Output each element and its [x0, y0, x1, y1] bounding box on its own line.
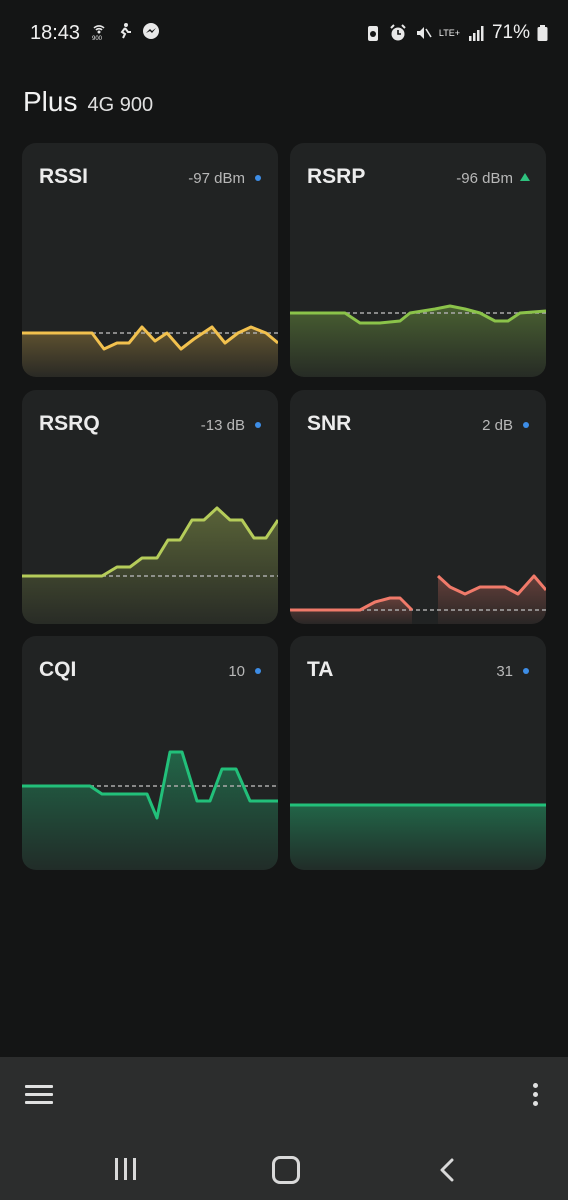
alarm-icon	[390, 24, 406, 41]
card-value: -96 dBm	[456, 170, 513, 187]
cqi-card[interactable]: CQI 10	[22, 636, 278, 870]
card-title: CQI	[39, 658, 77, 681]
ta-card[interactable]: TA 31	[290, 636, 546, 870]
card-title: RSRQ	[39, 412, 100, 435]
svg-text:900: 900	[92, 36, 103, 40]
recent-apps-icon[interactable]	[113, 1158, 139, 1180]
trend-up-icon	[520, 173, 530, 181]
mute-icon	[416, 27, 432, 39]
status-bar: 18:43 900 LTE+ 71%	[0, 0, 568, 70]
bottom-app-bar	[0, 1057, 568, 1131]
more-vert-icon[interactable]	[530, 1083, 540, 1109]
card-value: -13 dB	[200, 417, 245, 434]
rssi-chart	[22, 325, 278, 377]
card-value: 31	[496, 663, 513, 680]
fitness-icon	[120, 23, 131, 39]
signal-icon	[468, 26, 484, 41]
status-time: 18:43	[30, 22, 81, 44]
messenger-icon	[143, 23, 159, 39]
card-value: 2 dB	[482, 417, 513, 434]
rsrp-card[interactable]: RSRP -96 dBm	[290, 143, 546, 377]
status-dot	[255, 175, 261, 181]
menu-icon[interactable]	[25, 1085, 53, 1105]
rssi-card[interactable]: RSSI -97 dBm	[22, 143, 278, 377]
card-title: RSSI	[39, 165, 89, 188]
card-value: 10	[228, 663, 245, 680]
card-title: SNR	[307, 412, 352, 435]
battery-percent: 71%	[491, 22, 530, 43]
ta-chart	[290, 803, 546, 870]
operator-name: Plus	[23, 86, 78, 117]
rsrq-chart	[22, 506, 278, 624]
battery-saver-icon	[367, 26, 378, 41]
status-dot	[255, 668, 261, 674]
back-icon[interactable]	[438, 1158, 458, 1182]
snr-card[interactable]: SNR 2 dB	[290, 390, 546, 624]
battery-icon	[537, 25, 548, 41]
cqi-chart	[22, 750, 278, 870]
system-nav-bar	[0, 1131, 568, 1200]
page-title: Plus 4G 900	[23, 86, 153, 118]
rsrp-chart	[290, 304, 546, 377]
card-value: -97 dBm	[188, 170, 245, 187]
hotspot-icon: 900	[92, 25, 105, 40]
status-dot	[523, 668, 529, 674]
network-type: LTE+	[438, 27, 460, 38]
status-dot	[255, 422, 261, 428]
status-dot	[523, 422, 529, 428]
snr-chart	[290, 574, 546, 624]
card-title: TA	[307, 658, 334, 681]
card-title: RSRP	[307, 165, 366, 188]
home-icon[interactable]	[272, 1156, 300, 1184]
rsrq-card[interactable]: RSRQ -13 dB	[22, 390, 278, 624]
band-label: 4G 900	[87, 94, 154, 116]
